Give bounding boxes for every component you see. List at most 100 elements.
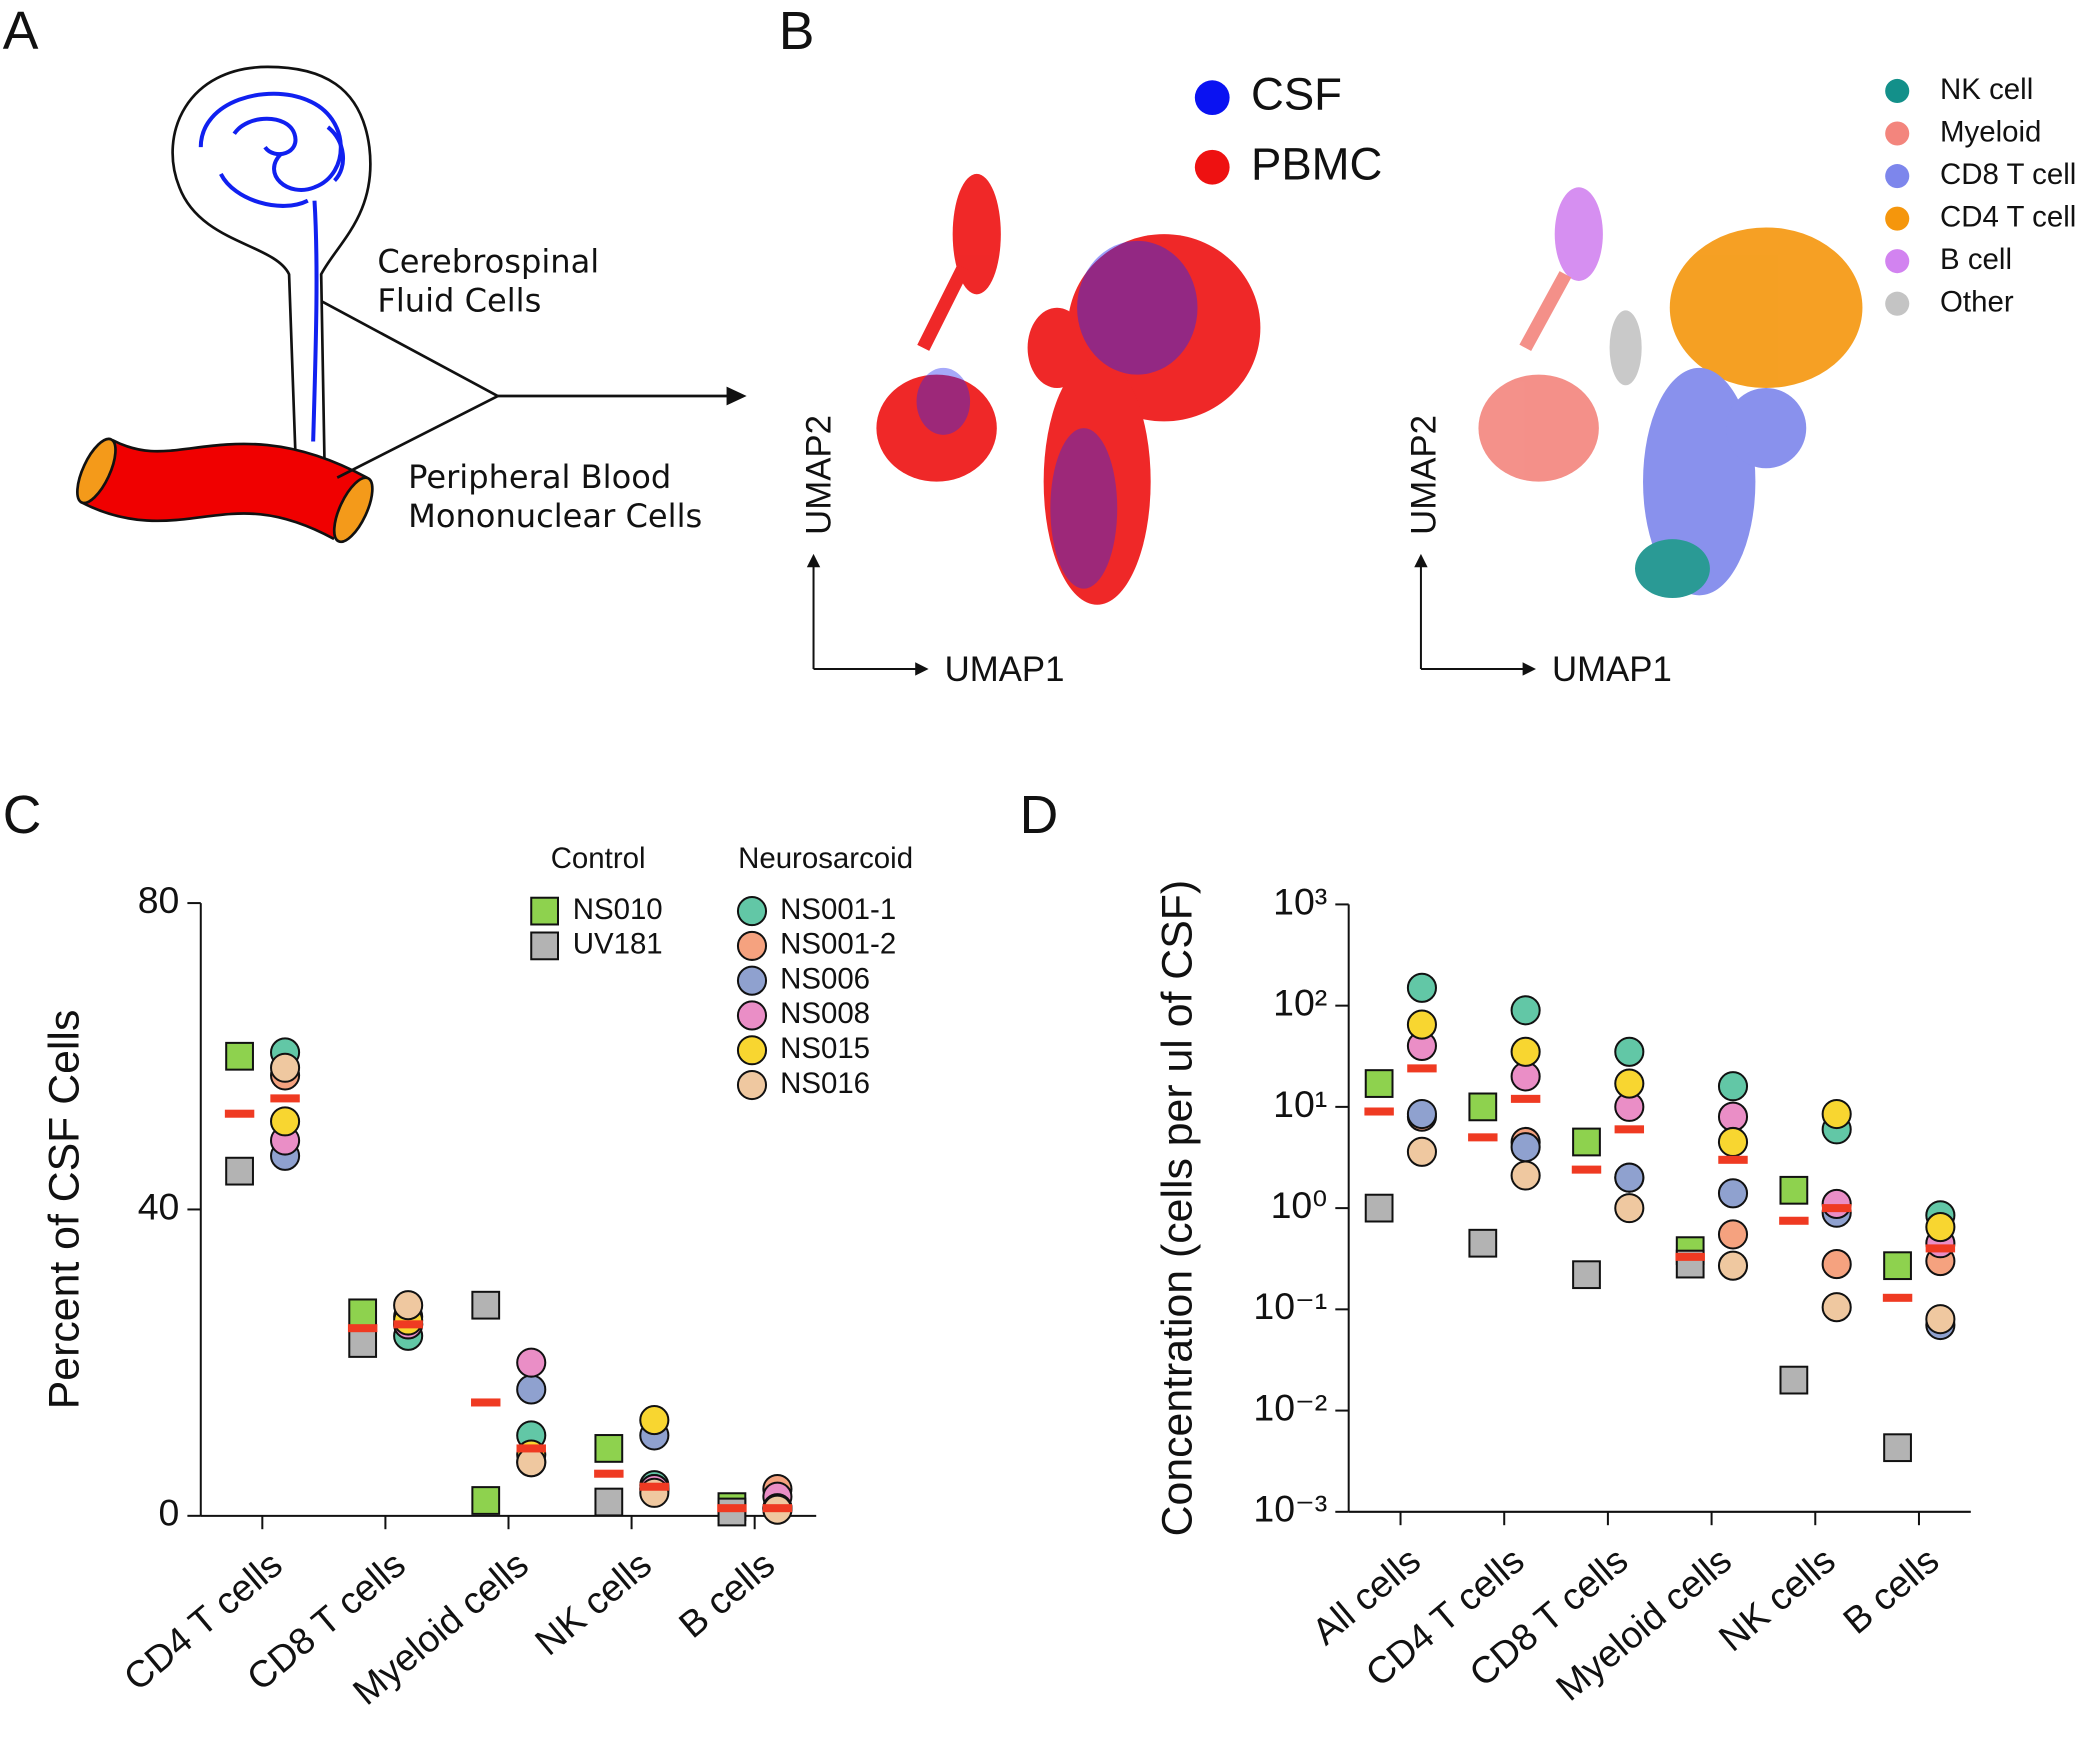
mean-bar [471, 1398, 501, 1407]
data-point [594, 1487, 624, 1517]
vessel [80, 440, 367, 539]
y-tick-label: 10⁰ [1271, 1184, 1328, 1226]
mean-bar [1882, 1293, 1913, 1302]
legend-label: NS008 [780, 997, 870, 1030]
axis-label: UMAP1 [1552, 651, 1672, 689]
y-tick-label: 80 [138, 879, 180, 921]
data-point [1510, 1132, 1541, 1163]
data-point [1717, 1101, 1749, 1132]
data-point [516, 1374, 547, 1405]
y-tick-label: 0 [159, 1492, 180, 1534]
legend-marker [1194, 80, 1230, 116]
legend-label: Myeloid [1940, 115, 2041, 148]
data-point [1572, 1260, 1601, 1290]
arrow-head [726, 386, 747, 406]
legend-title: Neurosarcoid [738, 842, 913, 875]
data-point [1883, 1433, 1912, 1463]
data-point [1468, 1228, 1498, 1258]
y-axis-label: Percent of CSF Cells [40, 1010, 88, 1410]
legend-marker [530, 931, 559, 961]
data-point [1406, 972, 1437, 1003]
diagram-label: Fluid Cells [377, 281, 541, 319]
diagram-label: Mononuclear Cells [408, 497, 702, 535]
x-tick-label: B cells [671, 1543, 783, 1646]
legend-label: NS010 [573, 893, 663, 926]
legend-label: CSF [1251, 69, 1342, 120]
diagram-label: Peripheral Blood [408, 458, 671, 496]
umap-arrowheads [806, 553, 1536, 676]
mean-bar [639, 1482, 670, 1491]
axis-label: UMAP2 [801, 415, 839, 535]
y-tick-label: 10⁻² [1253, 1386, 1327, 1428]
panel-label: C [3, 786, 42, 845]
diagram-label: Cerebrospinal [377, 243, 599, 281]
data-point [1779, 1175, 1809, 1205]
connector [336, 394, 499, 479]
legend-label: NS006 [780, 962, 870, 995]
data-point [1364, 1193, 1394, 1223]
data-point [393, 1290, 424, 1321]
legend-marker [530, 896, 559, 926]
panel-label: B [779, 2, 815, 61]
data-point [1406, 1009, 1437, 1040]
data-point [1510, 1036, 1541, 1067]
legend-marker [736, 896, 768, 927]
mean-bar [717, 1504, 747, 1513]
data-point [1614, 1036, 1645, 1067]
mean-bar [224, 1109, 255, 1118]
legend-marker [1885, 164, 1910, 189]
data-point [1406, 1136, 1437, 1167]
brain-folds [198, 91, 346, 442]
data-point [1572, 1127, 1601, 1157]
legend-marker [736, 1069, 768, 1101]
data-point [1614, 1193, 1645, 1224]
x-tick-label: B cells [1835, 1539, 1947, 1642]
mean-bar [1571, 1165, 1602, 1174]
y-tick-label: 10¹ [1273, 1083, 1327, 1125]
diagram [76, 65, 747, 544]
y-axis-label: Concentration (cells per ul of CSF) [1153, 880, 1201, 1536]
mean-bar [1821, 1204, 1852, 1213]
mean-bar [393, 1320, 423, 1329]
mean-bar [1510, 1094, 1541, 1103]
mean-bar [762, 1504, 793, 1513]
legend-label: NS001-2 [780, 928, 896, 961]
data-point [1717, 1126, 1749, 1158]
data-point [1821, 1098, 1852, 1130]
data-point [1883, 1251, 1912, 1281]
legend-marker [736, 1035, 768, 1066]
mean-bar [1407, 1064, 1437, 1073]
mean-bar [1364, 1107, 1394, 1116]
data-point [1821, 1249, 1852, 1280]
mean-bar [347, 1324, 378, 1333]
y-tick-label: 40 [138, 1185, 180, 1227]
data-point [1779, 1365, 1809, 1395]
mean-bar [594, 1469, 624, 1478]
legend-marker [1885, 249, 1910, 274]
mean-bar [1675, 1252, 1705, 1261]
data-point [270, 1052, 301, 1083]
legend-label: PBMC [1251, 138, 1382, 189]
data-point [639, 1405, 670, 1436]
data-point [594, 1434, 624, 1463]
data-point [1925, 1304, 1956, 1335]
data-point [1821, 1188, 1852, 1219]
data-point [1614, 1162, 1645, 1193]
data-point [270, 1106, 301, 1137]
data-point [1821, 1292, 1852, 1323]
legend-marker [736, 930, 768, 961]
data-point [1364, 1069, 1394, 1098]
legend-marker [1885, 78, 1910, 104]
legend-marker [1885, 121, 1910, 146]
legend-label: NK cell [1940, 73, 2033, 106]
x-tick-label: NK cells [527, 1543, 659, 1663]
legend-marker [1885, 291, 1910, 316]
legend-label: NS016 [780, 1067, 870, 1100]
legend-marker [1885, 206, 1910, 231]
vessel-end [76, 437, 117, 505]
umap-sample [876, 173, 1261, 605]
mean-bar [1779, 1216, 1809, 1225]
y-tick-label: 10⁻³ [1253, 1488, 1327, 1530]
data-point [1717, 1250, 1749, 1281]
mean-bar [1468, 1133, 1498, 1142]
